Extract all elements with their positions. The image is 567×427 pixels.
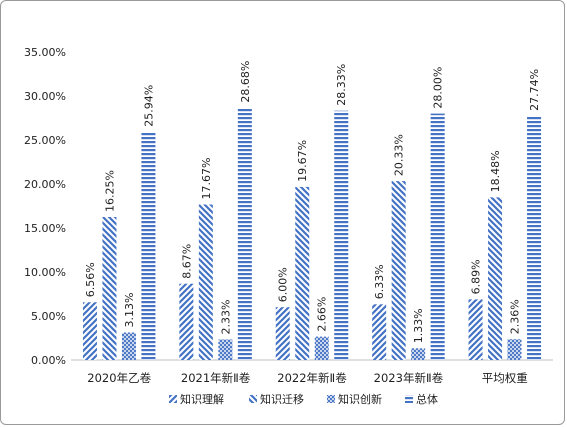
bar-horizontal — [430, 113, 445, 360]
bar-backslash — [391, 181, 406, 360]
data-label: 6.00% — [277, 267, 290, 302]
bar-backslash — [102, 217, 117, 360]
legend-entry: 知识迁移 — [260, 392, 304, 406]
legend-entry: 总体 — [416, 392, 438, 406]
y-tick-label: 30.00% — [24, 90, 66, 103]
data-label: 6.56% — [84, 262, 97, 297]
bar-crosshatch — [121, 332, 136, 360]
bar-backslash — [488, 197, 503, 360]
bar-diagonal — [82, 302, 97, 360]
data-label: 27.74% — [528, 69, 541, 111]
legend-entry: 知识理解 — [180, 392, 224, 406]
bar-backslash — [295, 186, 310, 360]
data-label: 18.48% — [489, 150, 502, 192]
bar-crosshatch — [218, 339, 233, 360]
data-label: 6.89% — [470, 259, 483, 294]
data-label: 17.67% — [200, 158, 213, 200]
x-category-label: 2020年乙卷 — [87, 371, 151, 385]
bar-diagonal — [372, 304, 387, 360]
bar-crosshatch — [411, 348, 426, 360]
bar-horizontal — [334, 110, 349, 360]
legend-swatch-crosshatch — [327, 395, 335, 403]
x-category-label: 2022年新Ⅱ卷 — [277, 371, 347, 385]
legend-swatch-backslash — [249, 395, 257, 403]
data-label: 28.00% — [432, 67, 445, 109]
data-label: 20.33% — [393, 134, 406, 176]
y-tick-label: 0.00% — [31, 354, 66, 367]
bar-crosshatch — [314, 336, 329, 360]
bar-horizontal — [237, 107, 252, 360]
y-tick-label: 10.00% — [24, 266, 66, 279]
bar-backslash — [198, 204, 213, 360]
bar-horizontal — [141, 131, 156, 360]
data-labels-group: 6.56% 16.25% 3.13% 25.94% 8.67% 17.67% 2.33% 28… — [84, 61, 541, 344]
x-category-label: 平均权重 — [482, 371, 528, 385]
data-label: 3.13% — [123, 293, 136, 328]
bar-diagonal — [468, 299, 483, 360]
bars-group — [82, 107, 542, 360]
y-tick-label: 15.00% — [24, 222, 66, 235]
data-label: 19.67% — [296, 140, 309, 182]
legend-swatch-diagonal — [169, 395, 177, 403]
y-tick-label: 20.00% — [24, 178, 66, 191]
data-label: 16.25% — [103, 170, 116, 212]
y-tick-label: 5.00% — [31, 310, 66, 323]
legend-swatch-horizontal — [405, 395, 413, 403]
data-label: 6.33% — [373, 264, 386, 299]
data-label: 25.94% — [142, 85, 155, 127]
legend: 知识理解 知识迁移 知识创新 总体 — [169, 392, 438, 406]
data-label: 28.33% — [335, 64, 348, 106]
y-tick-label: 25.00% — [24, 134, 66, 147]
data-label: 2.66% — [316, 297, 329, 332]
y-tick-label: 35.00% — [24, 46, 66, 59]
legend-entry: 知识创新 — [338, 392, 382, 406]
data-label: 1.33% — [412, 308, 425, 343]
data-label: 8.67% — [180, 244, 193, 279]
data-label: 28.68% — [239, 61, 252, 103]
bar-diagonal — [275, 307, 290, 360]
bar-diagonal — [179, 283, 194, 360]
x-category-label: 2023年新Ⅱ卷 — [374, 371, 444, 385]
bar-horizontal — [527, 115, 542, 360]
data-label: 2.33% — [219, 300, 232, 335]
bar-crosshatch — [507, 339, 522, 360]
x-category-label: 2021年新Ⅱ卷 — [181, 371, 251, 385]
data-label: 2.36% — [509, 299, 522, 334]
